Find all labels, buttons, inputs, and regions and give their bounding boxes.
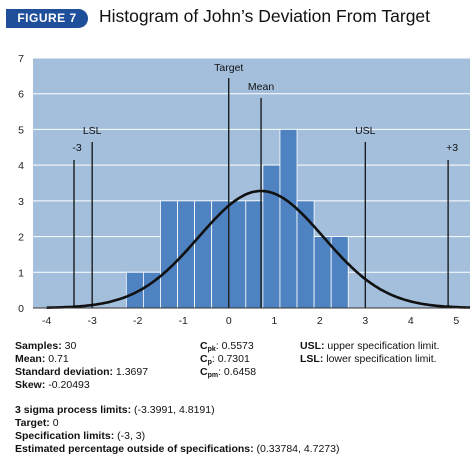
x-tick-label: 2 xyxy=(317,315,323,327)
reference-label: LSL xyxy=(83,125,102,137)
axes: 0 1 2 3 4 5 6 7 -4 -3 -2 -1 0 1 2 3 4 5 xyxy=(18,53,470,327)
stat-row: Samples: 30 xyxy=(15,340,77,352)
reference-label: USL xyxy=(355,125,376,137)
legend-row: LSL: lower specification limit. xyxy=(300,353,437,365)
x-tick-label: -3 xyxy=(88,315,97,327)
histogram-bar xyxy=(279,129,298,309)
reference-label: Mean xyxy=(248,81,274,93)
y-tick-label: 0 xyxy=(18,303,24,315)
stats-capability: Cpk: 0.5573 Cp: 0.7301 Cpm: 0.6458 xyxy=(200,340,256,379)
histogram-bar xyxy=(313,236,332,309)
limit-row: Specification limits: (-3, 3) xyxy=(15,430,146,442)
x-tick-label: -2 xyxy=(133,315,142,327)
stat-row: Mean: 0.71 xyxy=(15,353,69,365)
y-tick-label: 7 xyxy=(18,53,24,65)
x-tick-label: 4 xyxy=(408,315,414,327)
stat-row: Skew: -0.20493 xyxy=(15,379,90,391)
reference-label: +3 xyxy=(446,142,458,154)
histogram-bar xyxy=(177,200,195,309)
x-tick-label: -4 xyxy=(42,315,51,327)
stat-row: Standard deviation: 1.3697 xyxy=(15,366,149,378)
stats-bottom: 3 sigma process limits: (-3.3991, 4.8191… xyxy=(15,404,339,456)
normal-curve xyxy=(46,189,471,309)
x-tick-label: 0 xyxy=(226,315,232,327)
y-tick-label: 3 xyxy=(18,196,24,208)
x-tick-label: -1 xyxy=(179,315,188,327)
capability-row: Cpm: 0.6458 xyxy=(200,366,257,379)
x-tick-label: 5 xyxy=(453,315,459,327)
limit-row: Target: 0 xyxy=(15,417,59,429)
limit-row: 3 sigma process limits: (-3.3991, 4.8191… xyxy=(15,404,215,416)
y-tick-label: 4 xyxy=(18,160,24,172)
reference-label: -3 xyxy=(72,142,81,154)
stats-legend: USL: upper specification limit. LSL: lowe… xyxy=(300,340,439,366)
y-tick-label: 1 xyxy=(18,267,24,279)
capability-row: Cpk: 0.5573 xyxy=(200,340,254,353)
legend-row: USL: upper specification limit. xyxy=(300,340,440,352)
y-tick-label: 5 xyxy=(18,124,24,136)
limit-row: Estimated percentage outside of specific… xyxy=(15,443,340,455)
histogram-bar xyxy=(160,200,178,309)
histogram-bar xyxy=(262,164,281,309)
histogram-bar xyxy=(211,200,230,309)
figure-badge: FIGURE 7 xyxy=(6,9,88,28)
reference-label: Target xyxy=(214,62,243,74)
figure-header: FIGURE 7 Histogram of John’s Deviation F… xyxy=(0,6,474,32)
capability-row: Cp: 0.7301 xyxy=(200,353,250,366)
histogram-bar xyxy=(228,200,247,309)
y-tick-label: 2 xyxy=(18,232,24,244)
stats-left: Samples: 30 Mean: 0.71 Standard deviation:… xyxy=(15,340,148,392)
y-tick-label: 6 xyxy=(18,89,24,101)
x-tick-label: 1 xyxy=(271,315,277,327)
normal-curve-line xyxy=(46,189,471,309)
x-tick-label: 3 xyxy=(362,315,368,327)
histogram-bar xyxy=(194,200,213,309)
chart-title: Histogram of John’s Deviation From Targe… xyxy=(99,6,431,26)
histogram-bar xyxy=(245,200,264,309)
